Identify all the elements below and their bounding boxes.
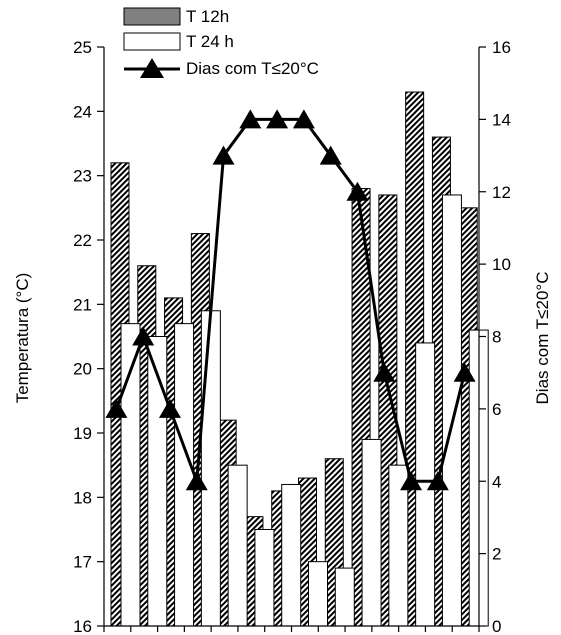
bar-t24h [174, 323, 195, 627]
legend-label-dias: Dias com T≤20°C [186, 59, 319, 78]
y-tick-label: 24 [73, 102, 92, 121]
marker-dias [212, 145, 235, 165]
marker-dias [346, 181, 369, 201]
marker-dias [319, 145, 342, 165]
y2-tick-label: 0 [492, 617, 501, 635]
y-tick-label: 23 [73, 167, 92, 186]
legend-swatch-t24h [123, 32, 181, 51]
y-tick-label: 18 [73, 488, 92, 507]
bar-t24h [441, 194, 462, 627]
y2-tick-label: 10 [492, 255, 511, 274]
axes [97, 46, 486, 632]
marker-dias [158, 398, 181, 418]
marker-dias [373, 362, 396, 382]
bar-t24h [147, 336, 168, 627]
y-axis-label: Temperatura (°C) [13, 273, 32, 404]
y2-axis-label: Dias com T≤20°C [533, 272, 552, 405]
marker-dias [426, 471, 449, 491]
y2-tick-label: 4 [492, 472, 501, 491]
marker-dias [132, 326, 155, 346]
y-tick-label: 25 [73, 38, 92, 57]
y-tick-label: 19 [73, 424, 92, 443]
y2-tick-label: 2 [492, 545, 501, 564]
bar-t24h [361, 438, 382, 627]
legend: T 12h T 24 h Dias com T≤20°C [123, 7, 319, 78]
bar-t24h [308, 561, 328, 627]
legend-swatch-t12h [123, 7, 181, 26]
marker-dias [453, 362, 476, 382]
legend-marker-dias [140, 58, 164, 78]
y-tick-label: 22 [73, 231, 92, 250]
bar-t24h [281, 483, 302, 627]
marker-dias [292, 109, 315, 129]
marker-dias [400, 471, 423, 491]
legend-label-t12h: T 12h [186, 7, 229, 26]
y2-tick-label: 12 [492, 183, 511, 202]
y2-tick-label: 16 [492, 38, 511, 57]
y-tick-label: 17 [73, 553, 92, 572]
y-tick-label: 21 [73, 295, 92, 314]
y2-tick-label: 14 [492, 110, 511, 129]
line-dias [114, 117, 467, 483]
y2-tick-label: 6 [492, 400, 501, 419]
series-dias-line [105, 109, 476, 491]
marker-dias [266, 109, 289, 129]
bar-t24h [254, 529, 275, 627]
marker-dias [239, 109, 262, 129]
marker-dias [105, 398, 128, 418]
y-tick-label: 20 [73, 360, 92, 379]
marker-dias [185, 471, 208, 491]
bar-t24h [334, 567, 355, 627]
bar-t24h [227, 464, 248, 627]
y2-tick-label: 8 [492, 328, 501, 347]
y-tick-label: 16 [73, 617, 92, 635]
legend-label-t24h: T 24 h [186, 32, 234, 51]
bar-t24h [200, 310, 221, 627]
